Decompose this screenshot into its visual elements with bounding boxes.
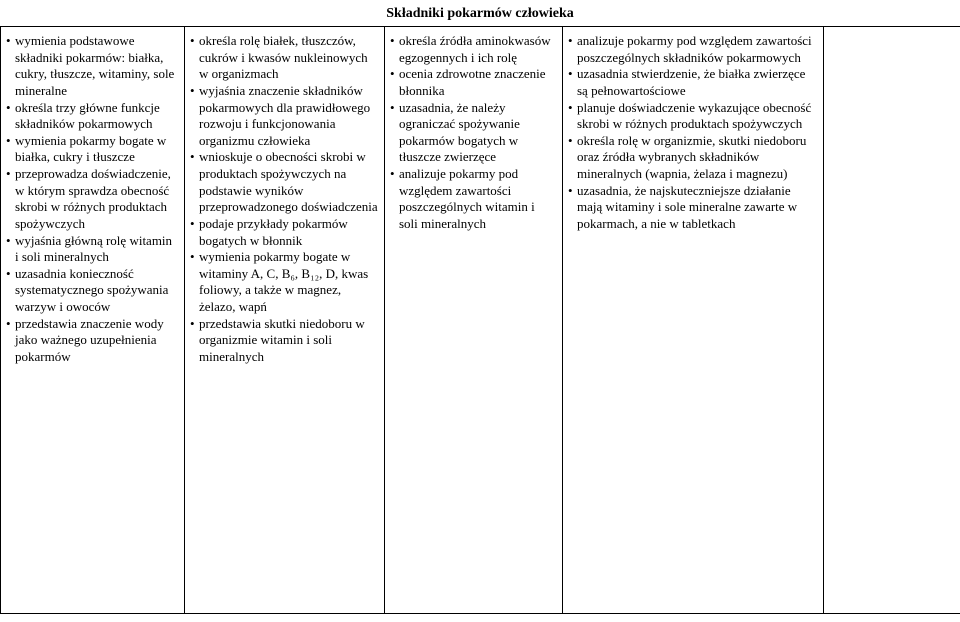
list-item: wymienia podstawowe składniki pokarmów: … [5,33,178,100]
list-item: przeprowadza doświadczenie, w którym spr… [5,166,178,233]
column-4: analizuje pokarmy pod względem zawartośc… [562,27,824,613]
list-item: określa źródła aminokwasów egzogennych i… [389,33,556,66]
list-item: ocenia zdrowotne znaczenie błonnika [389,66,556,99]
list-item: podaje przykłady pokarmów bogatych w bło… [189,216,378,249]
list-item: uzasadnia, że najskuteczniejsze działani… [567,183,817,233]
list-item: przedstawia skutki niedoboru w organizmi… [189,316,378,366]
list-item: określa rolę w organizmie, skutki niedob… [567,133,817,183]
list-item: wyjaśnia główną rolę witamin i soli mine… [5,233,178,266]
list-col4: analizuje pokarmy pod względem zawartośc… [567,33,817,233]
list-item: uzasadnia, że należy ograniczać spożywan… [389,100,556,167]
page-title: Składniki pokarmów człowieka [0,0,960,26]
column-1: wymienia podstawowe składniki pokarmów: … [0,27,184,613]
list-col1: wymienia podstawowe składniki pokarmów: … [5,33,178,366]
content-grid: wymienia podstawowe składniki pokarmów: … [0,26,960,614]
list-item: określa trzy główne funkcje składników p… [5,100,178,133]
list-item: uzasadnia konieczność systematycznego sp… [5,266,178,316]
list-item: wymienia pokarmy bogate w witaminy A, C,… [189,249,378,316]
list-item: analizuje pokarmy pod względem zawartośc… [567,33,817,66]
list-item: planuje doświadczenie wykazujące obecnoś… [567,100,817,133]
column-2: określa rolę białek, tłuszczów, cukrów i… [184,27,384,613]
list-item: uzasadnia stwierdzenie, że białka zwierz… [567,66,817,99]
list-item: określa rolę białek, tłuszczów, cukrów i… [189,33,378,83]
column-3: określa źródła aminokwasów egzogennych i… [384,27,562,613]
list-item: przedstawia znaczenie wody jako ważnego … [5,316,178,366]
list-col2: określa rolę białek, tłuszczów, cukrów i… [189,33,378,366]
list-item: analizuje pokarmy pod względem zawartośc… [389,166,556,233]
list-col3: określa źródła aminokwasów egzogennych i… [389,33,556,233]
list-item: wymienia pokarmy bogate w białka, cukry … [5,133,178,166]
page: Składniki pokarmów człowieka wymienia po… [0,0,960,622]
list-item: wnioskuje o obecności skrobi w produktac… [189,149,378,216]
list-item: wyjaśnia znaczenie składników pokarmowyc… [189,83,378,150]
